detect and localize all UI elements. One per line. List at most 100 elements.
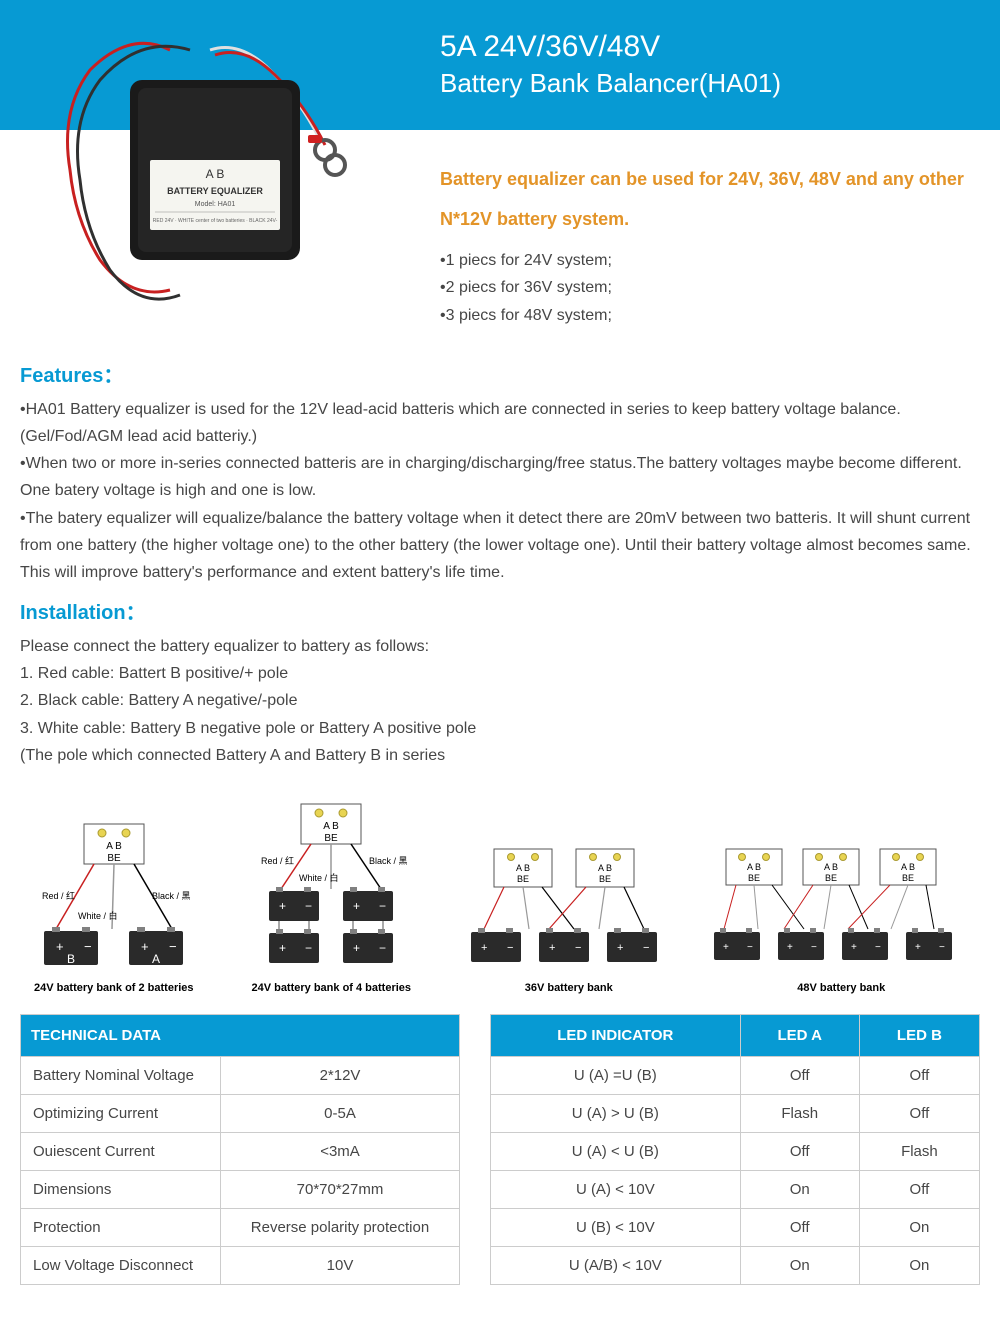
svg-text:Black / 黑: Black / 黑: [152, 891, 191, 901]
pieces-item: •1 piecs for 24V system;: [440, 247, 980, 274]
svg-text:BE: BE: [825, 873, 837, 883]
svg-text:−: −: [84, 939, 92, 954]
svg-text:RED 24V · WHITE center of two: RED 24V · WHITE center of two batteries …: [153, 218, 278, 224]
svg-text:BE: BE: [517, 874, 529, 884]
product-label-name: BATTERY EQUALIZER: [167, 186, 263, 196]
tech-value: Reverse polarity protection: [221, 1209, 460, 1247]
svg-text:−: −: [643, 942, 649, 954]
led-b-state: Off: [859, 1171, 979, 1209]
led-b-state: On: [859, 1247, 979, 1285]
svg-text:A B: A B: [516, 863, 530, 873]
features-title: Features：: [20, 359, 980, 388]
diagram-caption: 36V battery bank: [525, 982, 613, 994]
svg-text:−: −: [379, 941, 386, 955]
technical-data-table: TECHNICAL DATA Battery Nominal Voltage2*…: [20, 1014, 460, 1285]
svg-text:−: −: [811, 942, 817, 953]
svg-text:−: −: [379, 899, 386, 913]
led-a-state: On: [740, 1171, 859, 1209]
diagram-caption: 24V battery bank of 4 batteries: [251, 982, 411, 994]
led-a-state: On: [740, 1247, 859, 1285]
led-condition: U (A) =U (B): [491, 1057, 741, 1095]
svg-text:BE: BE: [748, 873, 760, 883]
svg-text:A B: A B: [598, 863, 612, 873]
tech-value: 2*12V: [221, 1057, 460, 1095]
product-label-letters: A B: [206, 167, 225, 181]
tech-label: Optimizing Current: [21, 1095, 221, 1133]
pieces-item: •2 piecs for 36V system;: [440, 274, 980, 301]
svg-text:+: +: [915, 942, 921, 953]
svg-text:+: +: [56, 939, 64, 954]
diagram-24v-4: A B BE Red / 红 Black / 黑 White / 白 +− +−: [231, 799, 431, 994]
tables-row: TECHNICAL DATA Battery Nominal Voltage2*…: [20, 1014, 980, 1285]
svg-text:+: +: [617, 942, 623, 954]
installation-title: Installation：: [20, 596, 980, 625]
svg-text:B: B: [67, 952, 75, 966]
led-a-state: Off: [740, 1209, 859, 1247]
led-header: LED A: [740, 1015, 859, 1057]
svg-text:+: +: [851, 942, 857, 953]
diagrams-row: A B BE Red / 红 Black / 黑 White / 白 +− B …: [20, 799, 980, 994]
svg-text:A: A: [152, 952, 160, 966]
led-a-state: Flash: [740, 1095, 859, 1133]
svg-text:A B: A B: [323, 821, 339, 832]
diagram-48v: A BBE A BBE A BBE +− +−: [706, 844, 976, 994]
intro-orange-text: Battery equalizer can be used for 24V, 3…: [440, 160, 980, 239]
svg-text:+: +: [279, 899, 286, 913]
led-a-state: Off: [740, 1133, 859, 1171]
diagram-caption: 24V battery bank of 2 batteries: [34, 982, 194, 994]
tech-value: 0-5A: [221, 1095, 460, 1133]
svg-text:A B: A B: [824, 862, 838, 872]
led-b-state: Off: [859, 1095, 979, 1133]
pieces-item: •3 piecs for 48V system;: [440, 302, 980, 329]
svg-text:−: −: [875, 942, 881, 953]
led-b-state: Flash: [859, 1133, 979, 1171]
svg-text:−: −: [575, 942, 581, 954]
led-condition: U (A) < U (B): [491, 1133, 741, 1171]
led-header: LED INDICATOR: [491, 1015, 741, 1057]
svg-text:Red / 红: Red / 红: [42, 890, 75, 901]
installation-text: Please connect the battery equalizer to …: [20, 633, 980, 769]
svg-text:+: +: [723, 942, 729, 953]
pieces-list: •1 piecs for 24V system; •2 piecs for 36…: [440, 247, 980, 329]
tech-value: 70*70*27mm: [221, 1171, 460, 1209]
svg-text:BE: BE: [902, 873, 914, 883]
svg-text:+: +: [787, 942, 793, 953]
product-image: A B BATTERY EQUALIZER Model: HA01 RED 24…: [40, 20, 360, 340]
header-banner: A B BATTERY EQUALIZER Model: HA01 RED 24…: [0, 0, 1000, 130]
svg-text:+: +: [353, 941, 360, 955]
diagram-36v: A BBE A BBE +− +− +−: [459, 844, 679, 994]
svg-text:BE: BE: [325, 833, 339, 844]
svg-text:A B: A B: [747, 862, 761, 872]
tech-label: Protection: [21, 1209, 221, 1247]
led-header: LED B: [859, 1015, 979, 1057]
svg-text:A B: A B: [106, 841, 122, 852]
svg-text:−: −: [747, 942, 753, 953]
svg-text:White / 白: White / 白: [78, 910, 118, 921]
led-condition: U (A/B) < 10V: [491, 1247, 741, 1285]
tech-header: TECHNICAL DATA: [21, 1015, 460, 1057]
led-b-state: On: [859, 1209, 979, 1247]
page-title: 5A 24V/36V/48V: [440, 30, 980, 64]
page-subtitle: Battery Bank Balancer(HA01): [440, 68, 980, 99]
svg-text:+: +: [549, 942, 555, 954]
tech-value: <3mA: [221, 1133, 460, 1171]
led-condition: U (A) > U (B): [491, 1095, 741, 1133]
svg-text:−: −: [305, 941, 312, 955]
svg-text:BE: BE: [107, 853, 121, 864]
tech-value: 10V: [221, 1247, 460, 1285]
led-indicator-table: LED INDICATOR LED A LED B U (A) =U (B)Of…: [490, 1014, 980, 1285]
svg-text:Red / 红: Red / 红: [261, 855, 294, 866]
svg-text:White / 白: White / 白: [299, 872, 339, 883]
tech-label: Battery Nominal Voltage: [21, 1057, 221, 1095]
svg-text:−: −: [169, 939, 177, 954]
led-b-state: Off: [859, 1057, 979, 1095]
diagram-caption: 48V battery bank: [797, 982, 885, 994]
svg-text:A B: A B: [901, 862, 915, 872]
svg-text:+: +: [279, 941, 286, 955]
led-condition: U (B) < 10V: [491, 1209, 741, 1247]
tech-label: Ouiescent Current: [21, 1133, 221, 1171]
svg-text:+: +: [353, 899, 360, 913]
led-a-state: Off: [740, 1057, 859, 1095]
svg-text:−: −: [305, 899, 312, 913]
led-condition: U (A) < 10V: [491, 1171, 741, 1209]
